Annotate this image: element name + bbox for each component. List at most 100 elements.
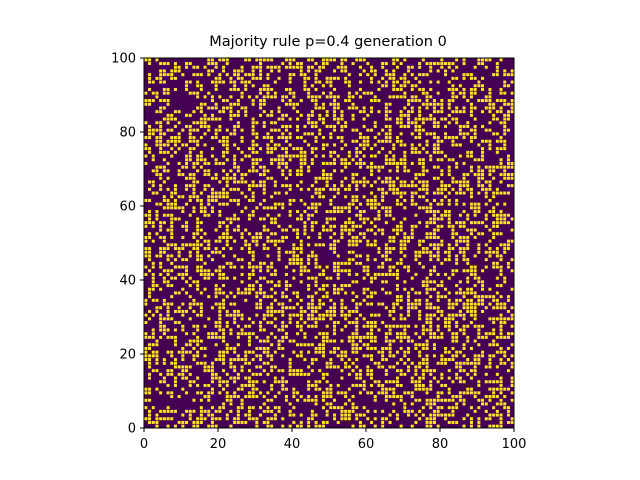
heatmap-cell bbox=[466, 413, 470, 417]
heatmap-cell bbox=[432, 247, 436, 251]
heatmap-cell bbox=[418, 106, 422, 110]
heatmap-cell bbox=[255, 169, 259, 173]
heatmap-cell bbox=[347, 161, 351, 165]
heatmap-cell bbox=[466, 99, 470, 103]
heatmap-cell bbox=[340, 69, 344, 73]
heatmap-cell bbox=[469, 321, 473, 325]
heatmap-cell bbox=[462, 328, 466, 332]
heatmap-cell bbox=[329, 276, 333, 280]
heatmap-cell bbox=[270, 128, 274, 132]
heatmap-cell bbox=[210, 113, 214, 117]
heatmap-cell bbox=[233, 358, 237, 362]
heatmap-cell bbox=[388, 158, 392, 162]
heatmap-cell bbox=[455, 191, 459, 195]
heatmap-cell bbox=[284, 398, 288, 402]
heatmap-cell bbox=[144, 154, 148, 158]
heatmap-cell bbox=[499, 217, 503, 221]
heatmap-cell bbox=[495, 191, 499, 195]
heatmap-cell bbox=[410, 287, 414, 291]
heatmap-cell bbox=[358, 80, 362, 84]
heatmap-cell bbox=[162, 87, 166, 91]
heatmap-cell bbox=[225, 173, 229, 177]
heatmap-cell bbox=[303, 150, 307, 154]
heatmap-cell bbox=[181, 420, 185, 424]
heatmap-cell bbox=[262, 409, 266, 413]
heatmap-cell bbox=[384, 332, 388, 336]
heatmap-cell bbox=[484, 187, 488, 191]
y-tick-label: 20 bbox=[119, 348, 136, 363]
heatmap-cell bbox=[462, 332, 466, 336]
heatmap-cell bbox=[166, 372, 170, 376]
heatmap-cell bbox=[207, 58, 211, 62]
heatmap-cell bbox=[292, 73, 296, 77]
heatmap-cell bbox=[381, 228, 385, 232]
heatmap-cell bbox=[325, 210, 329, 214]
heatmap-cell bbox=[196, 383, 200, 387]
heatmap-cell bbox=[225, 184, 229, 188]
heatmap-cell bbox=[440, 187, 444, 191]
heatmap-cell bbox=[222, 191, 226, 195]
heatmap-cell bbox=[336, 354, 340, 358]
heatmap-cell bbox=[440, 335, 444, 339]
heatmap-cell bbox=[410, 202, 414, 206]
heatmap-cell bbox=[292, 420, 296, 424]
heatmap-cell bbox=[329, 339, 333, 343]
heatmap-cell bbox=[314, 254, 318, 258]
heatmap-cell bbox=[421, 376, 425, 380]
heatmap-cell bbox=[506, 161, 510, 165]
heatmap-cell bbox=[166, 187, 170, 191]
heatmap-cell bbox=[259, 173, 263, 177]
heatmap-cell bbox=[229, 87, 233, 91]
heatmap-cell bbox=[392, 306, 396, 310]
heatmap-cell bbox=[162, 328, 166, 332]
heatmap-cell bbox=[240, 406, 244, 410]
heatmap-cell bbox=[366, 165, 370, 169]
heatmap-cell bbox=[281, 354, 285, 358]
heatmap-cell bbox=[218, 58, 222, 62]
heatmap-cell bbox=[384, 387, 388, 391]
heatmap-cell bbox=[340, 350, 344, 354]
heatmap-cell bbox=[366, 354, 370, 358]
heatmap-cell bbox=[333, 313, 337, 317]
heatmap-cell bbox=[495, 372, 499, 376]
heatmap-cell bbox=[503, 321, 507, 325]
heatmap-cell bbox=[222, 406, 226, 410]
heatmap-cell bbox=[477, 380, 481, 384]
heatmap-cell bbox=[148, 87, 152, 91]
heatmap-cell bbox=[296, 235, 300, 239]
heatmap-cell bbox=[425, 143, 429, 147]
heatmap-cell bbox=[229, 187, 233, 191]
heatmap-cell bbox=[222, 298, 226, 302]
heatmap-cell bbox=[314, 62, 318, 66]
heatmap-cell bbox=[247, 265, 251, 269]
heatmap-cell bbox=[196, 335, 200, 339]
heatmap-cell bbox=[395, 65, 399, 69]
heatmap-cell bbox=[495, 165, 499, 169]
heatmap-cell bbox=[462, 346, 466, 350]
heatmap-cell bbox=[410, 180, 414, 184]
heatmap-cell bbox=[488, 424, 492, 428]
heatmap-cell bbox=[407, 295, 411, 299]
heatmap-cell bbox=[366, 202, 370, 206]
heatmap-cell bbox=[377, 228, 381, 232]
heatmap-cell bbox=[148, 409, 152, 413]
heatmap-cell bbox=[510, 99, 514, 103]
heatmap-cell bbox=[392, 235, 396, 239]
heatmap-cell bbox=[185, 376, 189, 380]
heatmap-cell bbox=[377, 132, 381, 136]
heatmap-cell bbox=[447, 184, 451, 188]
heatmap-cell bbox=[333, 106, 337, 110]
heatmap-cell bbox=[510, 258, 514, 262]
heatmap-cell bbox=[203, 143, 207, 147]
heatmap-cell bbox=[488, 91, 492, 95]
heatmap-cell bbox=[273, 395, 277, 399]
heatmap-cell bbox=[418, 221, 422, 225]
heatmap-cell bbox=[425, 420, 429, 424]
heatmap-cell bbox=[403, 95, 407, 99]
heatmap-cell bbox=[414, 298, 418, 302]
heatmap-cell bbox=[495, 147, 499, 151]
heatmap-cell bbox=[384, 306, 388, 310]
heatmap-cell bbox=[370, 346, 374, 350]
heatmap-cell bbox=[292, 250, 296, 254]
heatmap-cell bbox=[344, 161, 348, 165]
